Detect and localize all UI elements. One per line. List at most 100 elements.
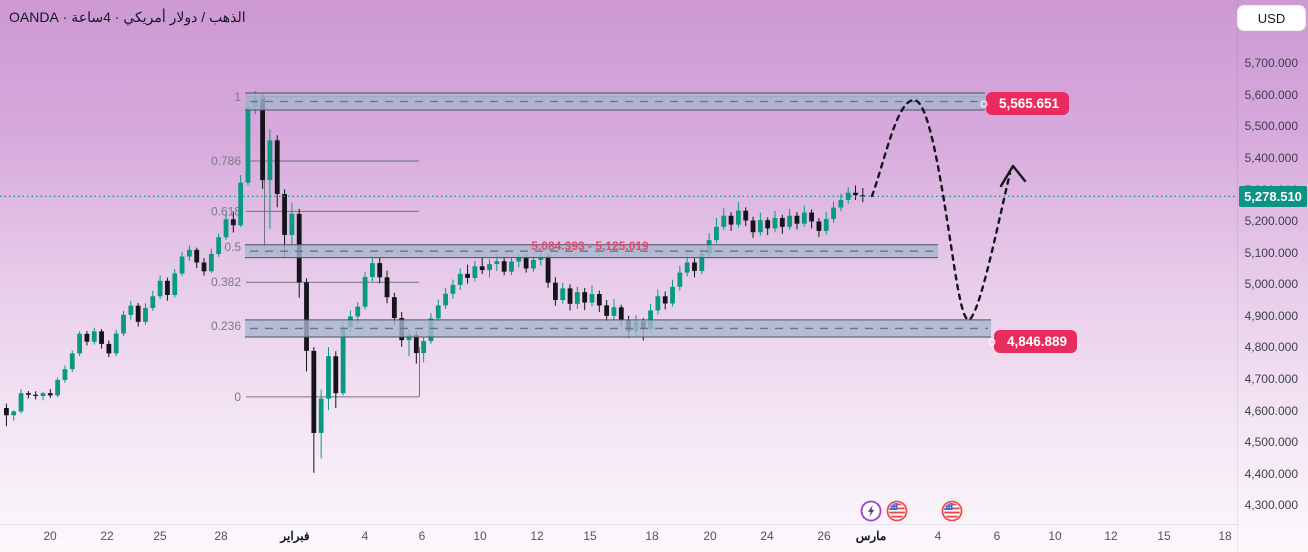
time-tick-label: 10 <box>1048 529 1062 543</box>
candle-body <box>18 393 24 412</box>
candle-body <box>260 98 265 181</box>
us-flag-event-icon[interactable] <box>886 500 908 522</box>
candles[interactable] <box>4 91 866 473</box>
candle-body <box>801 212 807 224</box>
candle-body <box>736 210 741 225</box>
candle-body <box>443 293 448 306</box>
time-axis-separator <box>0 524 1237 525</box>
price-tick-label: 5,100.000 <box>1244 245 1298 260</box>
fib-level-label: 0.5 <box>224 240 241 254</box>
candle-body <box>560 288 566 301</box>
time-tick-label: 18 <box>645 529 659 543</box>
candle-body <box>450 284 456 294</box>
candle-body <box>91 331 97 342</box>
candle-body <box>62 369 68 380</box>
candle-body <box>567 288 573 304</box>
time-tick-label: 26 <box>817 529 831 543</box>
candle-body <box>165 280 170 295</box>
candle-body <box>545 256 551 283</box>
candle-body <box>655 296 661 311</box>
projection-path[interactable] <box>870 98 1012 321</box>
fib-midzone-range-label: 5,084.393 - 5,125.019 <box>531 239 649 253</box>
time-tick-label: 10 <box>473 529 487 543</box>
candle-body <box>501 261 507 272</box>
candle-body <box>326 356 331 399</box>
candle-body <box>238 182 244 226</box>
candle-body <box>509 261 514 272</box>
time-tick-label: فبراير <box>280 529 310 543</box>
candle-body <box>831 207 836 219</box>
time-axis[interactable]: 20 22 25 28 فبراير 4 6 10 12 15 18 20 24 26 مارس 4 6 10 12… <box>0 529 1308 549</box>
candle-body <box>845 192 851 200</box>
time-tick-label: 6 <box>418 529 426 543</box>
candle-body <box>487 264 492 271</box>
candle-body <box>99 331 104 344</box>
time-tick-label: 15 <box>583 529 597 543</box>
candle-body <box>472 266 478 278</box>
fib-level-label: 0.236 <box>211 319 241 333</box>
candle-body <box>699 253 705 272</box>
upper-target-price-badge[interactable]: 5,565.651 <box>986 92 1070 115</box>
candle-body <box>267 140 273 181</box>
candle-body <box>589 294 595 303</box>
candle-body <box>838 199 844 208</box>
candle-body <box>853 192 858 196</box>
candle-body <box>208 253 214 272</box>
price-axis-separator <box>1237 0 1238 552</box>
candle-body <box>728 215 734 225</box>
price-tick-label: 4,300.000 <box>1244 498 1298 513</box>
candle-body <box>311 350 317 433</box>
candle-body <box>47 393 53 396</box>
time-tick-label: 25 <box>153 529 167 543</box>
candle-body <box>384 277 390 298</box>
candle-body <box>4 408 9 416</box>
candle-body <box>391 297 397 319</box>
time-tick-label: 20 <box>43 529 57 543</box>
candle-body <box>523 257 529 269</box>
candle-body <box>25 393 31 395</box>
candle-body <box>779 217 785 227</box>
economic-event-lightning-icon[interactable] <box>860 500 882 522</box>
fib-zone-band[interactable] <box>245 244 938 258</box>
symbol-title[interactable]: الذهب / دولار أمريكي · 4ساعة · OANDA <box>9 9 246 25</box>
candle-body <box>794 215 800 224</box>
candle-body <box>121 314 126 334</box>
candle-body <box>662 296 668 304</box>
candle-body <box>772 217 778 229</box>
candle-body <box>670 286 675 304</box>
price-axis[interactable]: 5,700.0005,600.0005,500.0005,400.0005,30… <box>1237 0 1308 552</box>
current-price-badge: 5,278.510 <box>1239 186 1307 207</box>
time-tick-label: 18 <box>1218 529 1232 543</box>
time-tick-label: 12 <box>530 529 544 543</box>
time-tick-label: 12 <box>1104 529 1118 543</box>
candle-body <box>809 212 814 222</box>
lower-target-price-badge[interactable]: 4,846.889 <box>994 330 1078 353</box>
candle-body <box>860 195 866 197</box>
candle-body <box>692 262 697 272</box>
candle-body <box>282 193 287 236</box>
us-flag-event-icon[interactable] <box>941 500 963 522</box>
candle-body <box>362 277 368 307</box>
time-tick-label: 4 <box>361 529 369 543</box>
currency-toggle-button[interactable]: USD <box>1237 5 1306 31</box>
candle-body <box>516 257 522 262</box>
time-tick-label: 28 <box>214 529 228 543</box>
candle-body <box>194 249 200 263</box>
candle-body <box>596 294 602 306</box>
price-tick-label: 5,000.000 <box>1244 277 1298 292</box>
time-tick-label: 24 <box>760 529 774 543</box>
us-flag-icon <box>889 503 905 519</box>
fib-zone-bands[interactable] <box>245 92 991 338</box>
candle-body <box>274 140 280 194</box>
candle-body <box>823 218 829 231</box>
time-tick-label: 6 <box>993 529 1001 543</box>
candle-body <box>333 356 339 394</box>
price-tick-label: 5,500.000 <box>1244 119 1298 134</box>
candle-body <box>553 282 558 301</box>
lightning-bolt-icon <box>868 505 875 517</box>
candle-body <box>479 266 485 271</box>
candle-body <box>435 305 441 319</box>
candle-body <box>55 379 61 396</box>
candle-body <box>457 273 463 285</box>
